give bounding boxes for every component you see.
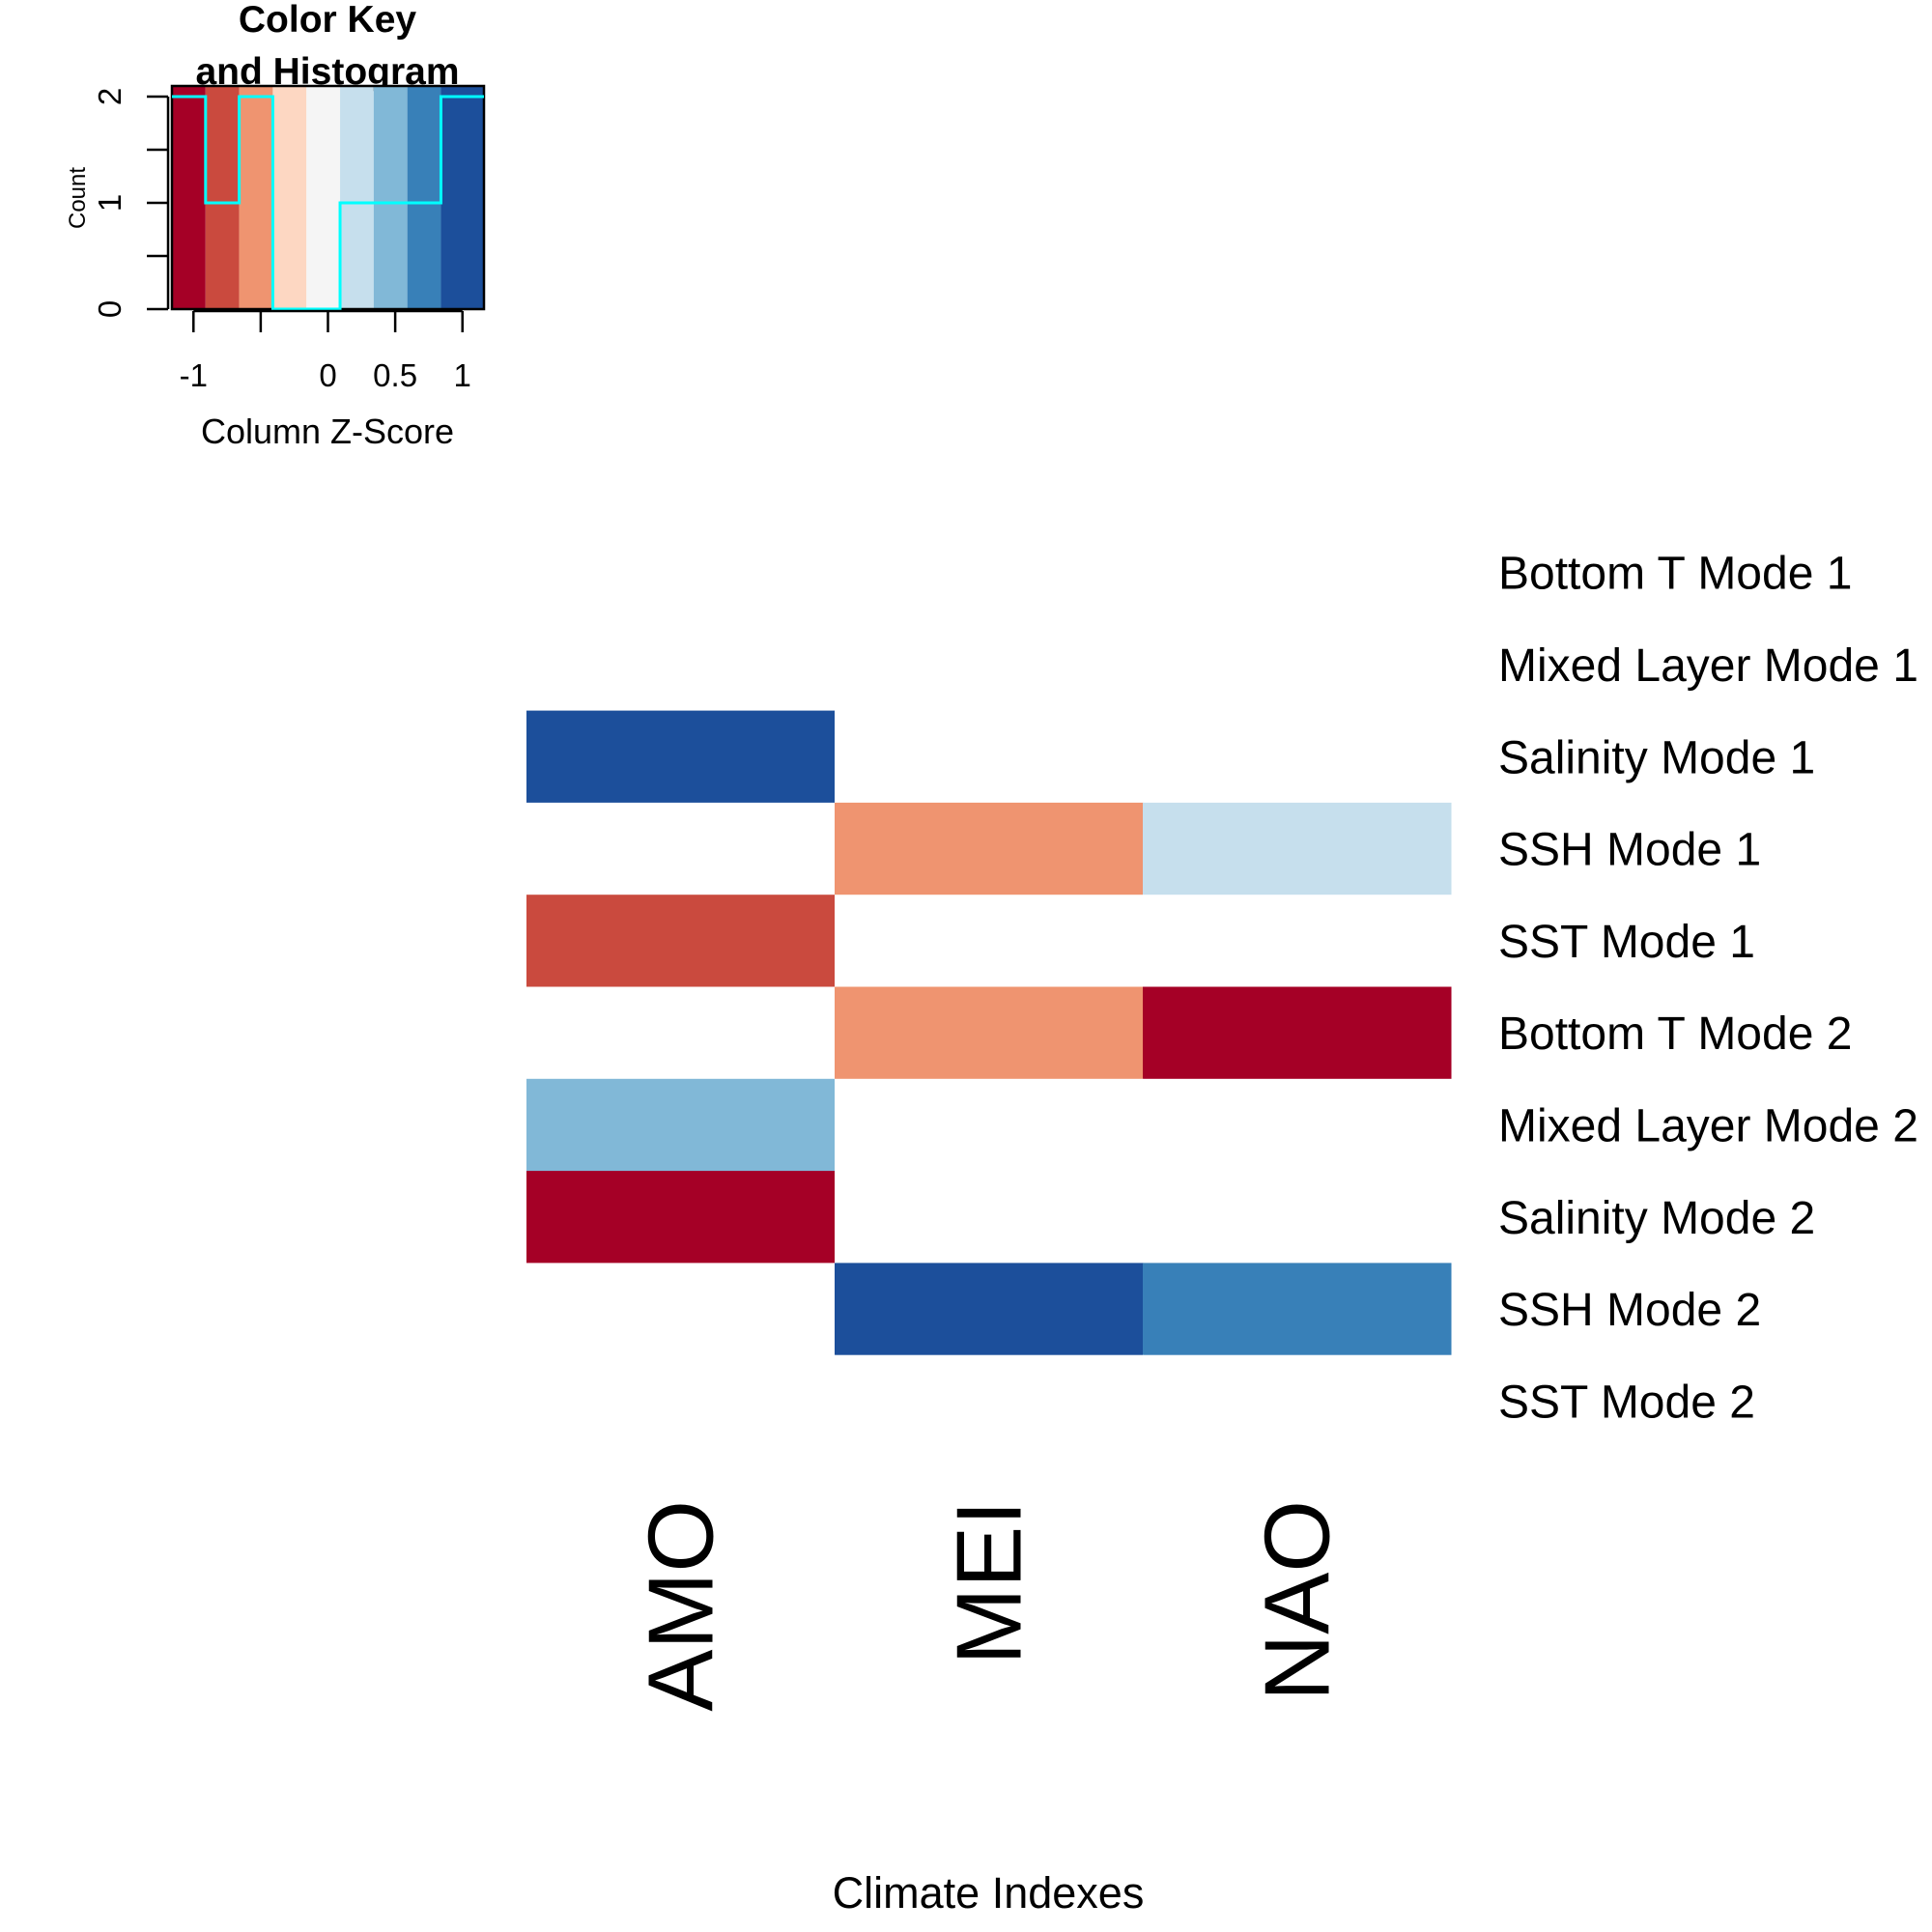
heatmap-cell (1143, 1354, 1452, 1448)
heatmap-cell (526, 802, 836, 895)
heatmap-cell (835, 1171, 1144, 1264)
color-key-band (407, 86, 441, 309)
column-label: NAO (1246, 1500, 1350, 1701)
column-label: AMO (630, 1500, 733, 1712)
heatmap-cells (526, 526, 1452, 1448)
color-key-y-tick-label: 2 (92, 88, 128, 105)
heatmap-cell (1143, 895, 1452, 987)
heatmap-cell (835, 1354, 1144, 1448)
row-labels: Bottom T Mode 1 Mixed Layer Mode 1 Salinit… (1498, 549, 1918, 1429)
column-label: MEI (938, 1500, 1041, 1665)
color-key-histogram-line (172, 95, 484, 311)
color-key-band (272, 86, 307, 309)
color-key-x-tick-label: -1 (180, 357, 208, 393)
heatmap-cell (1143, 710, 1452, 804)
row-label: SST Mode 2 (1498, 1377, 1755, 1428)
heatmap-cell (835, 986, 1144, 1080)
color-key-ylabel: Count (65, 167, 91, 229)
heatmap-cell (1143, 618, 1452, 712)
row-label: SST Mode 1 (1498, 917, 1755, 968)
heatmap-cell (835, 1263, 1144, 1356)
heatmap-cell (835, 710, 1144, 804)
color-key-band (373, 86, 408, 309)
heatmap-cell (1143, 802, 1452, 895)
color-key-band (239, 86, 273, 309)
heatmap-cell (835, 526, 1144, 619)
heatmap-cell (1143, 986, 1452, 1080)
row-label: SSH Mode 1 (1498, 825, 1761, 876)
heatmap-cell (835, 802, 1144, 895)
row-label: Bottom T Mode 2 (1498, 1009, 1852, 1060)
x-axis-title: Climate Indexes (833, 1868, 1145, 1918)
heatmap-cell (835, 618, 1144, 712)
color-key-band (172, 86, 206, 309)
row-label: Bottom T Mode 1 (1498, 549, 1852, 600)
row-label: Salinity Mode 2 (1498, 1193, 1815, 1244)
row-label: Salinity Mode 1 (1498, 732, 1815, 783)
heatmap-cell (1143, 1078, 1452, 1172)
heatmap-cell (526, 1263, 836, 1356)
column-labels: AMO MEI NAO (630, 1500, 1350, 1712)
color-key-title-line1: Color Key (239, 0, 417, 41)
color-key-x-tick-label: 1 (454, 357, 471, 393)
color-key: Color Key and Histogram -1 0 0.5 1 012 Colu… (65, 0, 486, 451)
color-key-x-tick-label: 0 (319, 357, 336, 393)
heatmap-cell (526, 526, 836, 619)
heatmap-cell (835, 1078, 1144, 1172)
row-label: SSH Mode 2 (1498, 1285, 1761, 1336)
color-key-y-tick-label: 0 (92, 300, 128, 318)
heatmap-cell (526, 710, 836, 804)
color-key-band (205, 86, 240, 309)
heatmap-cell (526, 1078, 836, 1172)
color-key-x-tick-label: 0.5 (373, 357, 417, 393)
color-key-y-tick-label: 1 (92, 194, 128, 212)
heatmap-cell (526, 1171, 836, 1264)
heatmap-cell (526, 986, 836, 1080)
heatmap-cell (526, 618, 836, 712)
color-key-band (440, 86, 484, 309)
row-label: Mixed Layer Mode 1 (1498, 640, 1918, 692)
heatmap-cell (835, 895, 1144, 987)
heatmap-cell (1143, 526, 1452, 619)
heatmap-cell (1143, 1171, 1452, 1264)
color-key-band (306, 86, 341, 309)
heatmap-cell (526, 895, 836, 987)
heatmap-cell (526, 1354, 836, 1448)
row-label: Mixed Layer Mode 2 (1498, 1100, 1918, 1151)
color-key-xlabel: Column Z-Score (201, 412, 454, 451)
heatmap-cell (1143, 1263, 1452, 1356)
color-key-band (340, 86, 374, 309)
